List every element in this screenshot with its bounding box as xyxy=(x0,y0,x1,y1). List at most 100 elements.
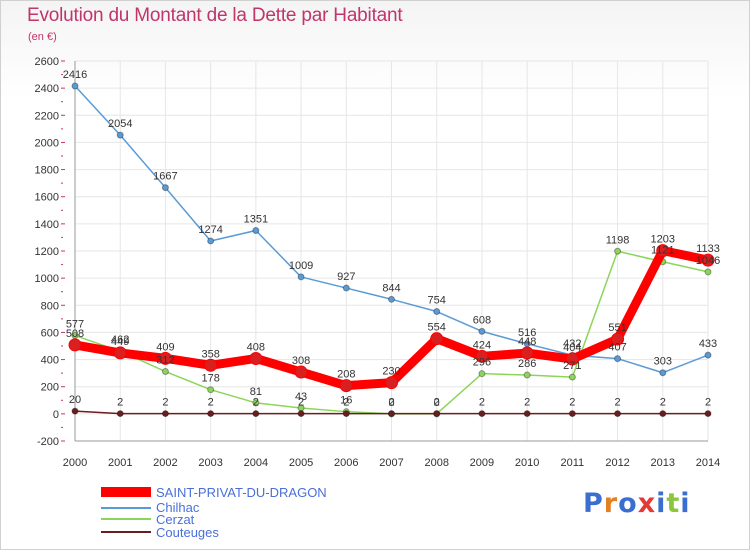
data-label-couteuges: 2 xyxy=(208,397,214,409)
data-label-chilhac: 407 xyxy=(608,342,626,354)
data-point-saint-privat-du-dragon xyxy=(701,253,715,267)
x-tick-label: 2011 xyxy=(561,457,585,469)
y-tick-label: 200 xyxy=(41,382,59,394)
y-tick-label: 1200 xyxy=(35,246,59,258)
data-label-chilhac: 303 xyxy=(654,356,672,368)
data-point-couteuges xyxy=(342,410,350,418)
y-tick-label: 2600 xyxy=(35,56,59,68)
logo-letter: x xyxy=(637,488,657,519)
logo-letter: t xyxy=(666,488,681,519)
axes: -200020040060080010001200140016001800200… xyxy=(35,56,721,469)
data-point-couteuges xyxy=(71,407,79,415)
x-tick-label: 2013 xyxy=(651,457,675,469)
data-point-couteuges xyxy=(523,410,531,418)
data-point-couteuges xyxy=(478,410,486,418)
data-point-couteuges xyxy=(252,410,260,418)
x-tick-label: 2008 xyxy=(424,457,448,469)
legend-label: Chilhac xyxy=(156,500,200,515)
data-label-couteuges: 20 xyxy=(69,394,81,406)
data-point-saint-privat-du-dragon xyxy=(475,349,489,363)
data-label-cerzat: 312 xyxy=(156,355,174,367)
y-tick-label: 400 xyxy=(41,355,59,367)
data-point-cerzat xyxy=(207,386,215,394)
data-point-couteuges xyxy=(207,410,215,418)
data-point-chilhac xyxy=(342,284,350,292)
legend-label: Couteuges xyxy=(156,525,219,540)
data-point-chilhac xyxy=(161,184,169,192)
logo-letter: o xyxy=(618,488,638,519)
legend-label: Cerzat xyxy=(156,512,195,527)
data-label-cerzat: 1046 xyxy=(696,255,720,267)
data-point-saint-privat-du-dragon xyxy=(249,351,263,365)
x-tick-label: 2007 xyxy=(379,457,403,469)
legend-swatch-saint-privat xyxy=(101,487,151,497)
series-layer xyxy=(68,82,715,418)
data-label-saint-privat-du-dragon: 408 xyxy=(247,341,265,353)
data-label-cerzat: 462 xyxy=(111,334,129,346)
data-label-saint-privat-du-dragon: 508 xyxy=(66,328,84,340)
data-point-couteuges xyxy=(388,410,395,418)
data-point-couteuges xyxy=(161,410,169,418)
data-point-cerzat xyxy=(704,268,712,276)
data-label-cerzat: 178 xyxy=(201,373,219,385)
y-tick-label: 800 xyxy=(41,300,59,312)
data-label-cerzat: 81 xyxy=(250,386,262,398)
data-label-cerzat: 43 xyxy=(295,391,307,403)
x-tick-label: 2001 xyxy=(108,457,132,469)
data-label-couteuges: 2 xyxy=(388,397,394,409)
data-point-saint-privat-du-dragon xyxy=(294,365,308,379)
legend-swatch-cerzat xyxy=(101,518,151,520)
data-label-saint-privat-du-dragon: 551 xyxy=(608,322,626,334)
logo-letter: i xyxy=(656,488,667,519)
x-tick-label: 2012 xyxy=(605,457,629,469)
data-label-chilhac: 2416 xyxy=(63,69,87,81)
data-point-couteuges xyxy=(614,410,622,418)
data-label-saint-privat-du-dragon: 404 xyxy=(563,342,581,354)
data-label-chilhac: 516 xyxy=(518,327,536,339)
data-point-saint-privat-du-dragon xyxy=(611,332,625,346)
data-label-saint-privat-du-dragon: 1203 xyxy=(651,234,675,246)
data-label-cerzat: 1121 xyxy=(651,245,675,257)
data-label-couteuges: 2 xyxy=(479,397,485,409)
data-label-chilhac: 432 xyxy=(563,338,581,350)
y-tick-label: 1800 xyxy=(35,165,59,177)
data-label-couteuges: 2 xyxy=(524,397,530,409)
data-point-chilhac xyxy=(388,295,395,303)
data-label-cerzat: 577 xyxy=(66,319,84,331)
data-label-saint-privat-du-dragon: 409 xyxy=(156,341,174,353)
data-label-couteuges: 2 xyxy=(660,397,666,409)
x-tick-label: 2010 xyxy=(515,457,539,469)
data-point-chilhac xyxy=(297,273,305,281)
data-label-couteuges: 2 xyxy=(298,397,304,409)
data-point-couteuges xyxy=(659,410,667,418)
data-label-cerzat: 271 xyxy=(563,360,581,372)
data-label-chilhac: 2054 xyxy=(108,118,132,130)
data-label-saint-privat-du-dragon: 308 xyxy=(292,355,310,367)
y-tick-label: -200 xyxy=(37,436,59,448)
data-point-chilhac xyxy=(252,227,260,235)
data-label-cerzat: 0 xyxy=(434,397,440,409)
data-label-chilhac: 1351 xyxy=(244,214,268,226)
data-label-couteuges: 2 xyxy=(162,397,168,409)
x-tick-label: 2009 xyxy=(470,457,494,469)
data-point-chilhac xyxy=(478,327,486,335)
x-tick-label: 2000 xyxy=(63,457,87,469)
logo-letter: i xyxy=(680,488,691,519)
data-label-cerzat: 0 xyxy=(388,397,394,409)
y-tick-label: 2200 xyxy=(35,110,59,122)
data-point-couteuges xyxy=(116,410,124,418)
data-label-chilhac: 608 xyxy=(473,314,491,326)
data-point-chilhac xyxy=(71,82,79,90)
data-label-saint-privat-du-dragon: 1133 xyxy=(696,243,720,255)
data-label-chilhac: 1274 xyxy=(198,224,222,236)
data-label-cerzat: 16 xyxy=(340,395,352,407)
y-tick-label: 0 xyxy=(53,409,59,421)
data-label-chilhac: 754 xyxy=(428,295,446,307)
data-label-couteuges: 2 xyxy=(253,397,259,409)
data-point-cerzat xyxy=(252,399,260,407)
data-point-saint-privat-du-dragon xyxy=(204,358,218,372)
x-tick-label: 2004 xyxy=(244,457,268,469)
data-point-chilhac xyxy=(704,351,712,359)
legend-label: SAINT-PRIVAT-DU-DRAGON xyxy=(156,485,327,500)
